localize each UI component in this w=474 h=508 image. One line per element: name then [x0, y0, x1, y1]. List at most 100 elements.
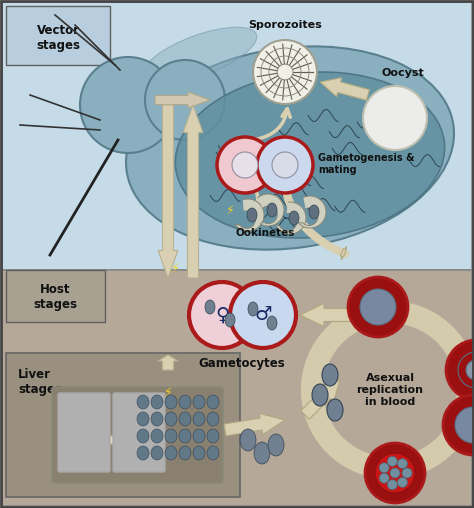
FancyBboxPatch shape: [113, 393, 165, 472]
FancyArrow shape: [107, 433, 140, 447]
Ellipse shape: [225, 313, 235, 327]
Text: Oocyst: Oocyst: [382, 68, 424, 78]
Text: Host
stages: Host stages: [33, 283, 77, 311]
FancyArrow shape: [155, 92, 210, 108]
Ellipse shape: [207, 395, 219, 409]
Ellipse shape: [165, 429, 177, 443]
Ellipse shape: [165, 395, 177, 409]
Ellipse shape: [165, 412, 177, 426]
Ellipse shape: [151, 446, 163, 460]
Circle shape: [230, 282, 296, 348]
Text: Asexual
replication
in blood: Asexual replication in blood: [356, 373, 423, 406]
Ellipse shape: [179, 446, 191, 460]
Text: ⚡: ⚡: [164, 386, 173, 398]
Ellipse shape: [193, 412, 205, 426]
FancyArrow shape: [320, 78, 369, 100]
Circle shape: [458, 352, 474, 388]
Circle shape: [398, 459, 408, 468]
Ellipse shape: [247, 208, 257, 222]
FancyArrow shape: [450, 418, 471, 432]
Ellipse shape: [143, 27, 257, 83]
FancyArrow shape: [301, 380, 340, 419]
Circle shape: [466, 360, 474, 380]
Circle shape: [379, 473, 389, 483]
Circle shape: [402, 468, 412, 478]
Ellipse shape: [137, 446, 149, 460]
Ellipse shape: [327, 399, 343, 421]
Ellipse shape: [205, 300, 215, 314]
Circle shape: [443, 395, 474, 455]
Ellipse shape: [207, 446, 219, 460]
Ellipse shape: [179, 395, 191, 409]
Circle shape: [348, 277, 408, 337]
FancyArrow shape: [158, 105, 178, 278]
Circle shape: [217, 137, 273, 193]
Text: Sporozoites: Sporozoites: [248, 20, 322, 30]
Ellipse shape: [151, 429, 163, 443]
Bar: [2, 270, 472, 506]
FancyBboxPatch shape: [6, 270, 105, 322]
Ellipse shape: [248, 302, 258, 316]
Circle shape: [402, 468, 412, 478]
FancyBboxPatch shape: [58, 393, 110, 472]
Ellipse shape: [137, 395, 149, 409]
Ellipse shape: [289, 211, 299, 225]
Circle shape: [232, 152, 258, 178]
Text: ♂: ♂: [254, 305, 272, 325]
PathPatch shape: [257, 194, 284, 226]
Text: Liver
stages: Liver stages: [18, 368, 62, 396]
Ellipse shape: [151, 412, 163, 426]
Circle shape: [360, 289, 396, 325]
FancyArrow shape: [224, 414, 285, 436]
Ellipse shape: [137, 429, 149, 443]
Ellipse shape: [151, 395, 163, 409]
Circle shape: [80, 57, 176, 153]
Ellipse shape: [193, 429, 205, 443]
Ellipse shape: [309, 205, 319, 219]
Ellipse shape: [268, 434, 284, 456]
Circle shape: [253, 40, 317, 104]
Circle shape: [446, 340, 474, 400]
PathPatch shape: [298, 196, 326, 228]
FancyArrow shape: [158, 355, 178, 370]
Ellipse shape: [165, 446, 177, 460]
Ellipse shape: [175, 72, 445, 238]
Circle shape: [387, 456, 397, 466]
FancyBboxPatch shape: [52, 387, 223, 483]
Circle shape: [379, 463, 389, 473]
Text: ♀: ♀: [215, 305, 229, 325]
Ellipse shape: [179, 412, 191, 426]
Circle shape: [390, 468, 400, 478]
Ellipse shape: [207, 429, 219, 443]
Ellipse shape: [193, 395, 205, 409]
Bar: [2, 2, 472, 270]
Circle shape: [145, 60, 225, 140]
FancyArrow shape: [340, 246, 346, 260]
Text: Gametogenesis &
mating: Gametogenesis & mating: [318, 153, 414, 175]
PathPatch shape: [275, 202, 306, 234]
Circle shape: [363, 86, 427, 150]
Text: Vector
stages: Vector stages: [36, 24, 80, 52]
Circle shape: [365, 443, 425, 503]
Ellipse shape: [267, 316, 277, 330]
FancyBboxPatch shape: [6, 353, 240, 497]
Ellipse shape: [322, 364, 338, 386]
Ellipse shape: [312, 384, 328, 406]
Ellipse shape: [126, 46, 454, 249]
Text: Gametocytes: Gametocytes: [199, 357, 285, 370]
FancyArrow shape: [300, 303, 360, 327]
Ellipse shape: [254, 442, 270, 464]
Ellipse shape: [207, 412, 219, 426]
Circle shape: [272, 152, 298, 178]
Text: ⚡: ⚡: [226, 204, 234, 216]
FancyBboxPatch shape: [6, 6, 110, 65]
Circle shape: [189, 282, 255, 348]
Circle shape: [375, 453, 415, 493]
Ellipse shape: [193, 446, 205, 460]
Ellipse shape: [240, 429, 256, 451]
Circle shape: [455, 407, 474, 443]
Ellipse shape: [137, 412, 149, 426]
Circle shape: [387, 480, 397, 490]
FancyArrow shape: [183, 105, 203, 278]
Ellipse shape: [267, 203, 277, 217]
